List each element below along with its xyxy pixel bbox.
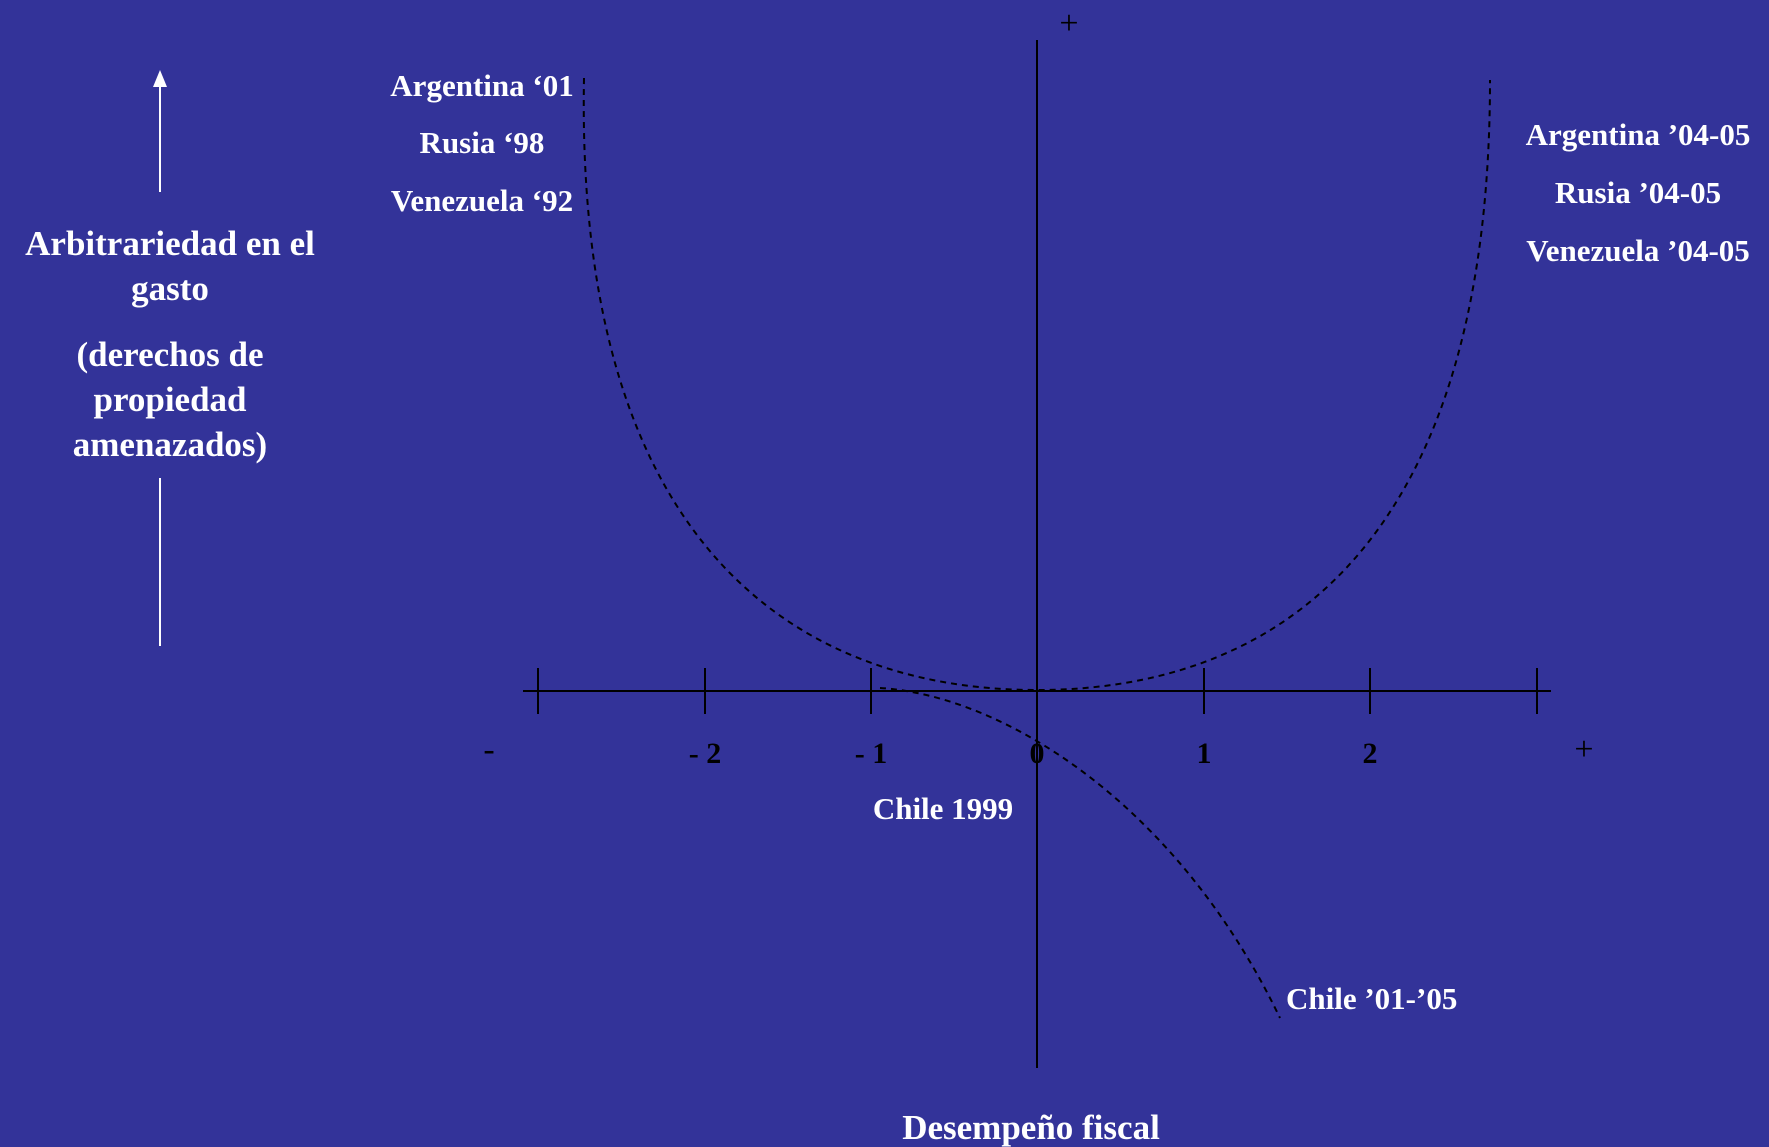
label-argentina-01: Argentina ‘01 — [390, 68, 574, 103]
y-axis-label-line-4: propiedad — [93, 380, 247, 419]
label-chile-1999: Chile 1999 — [872, 791, 1014, 826]
x-axis-plus-sign: + — [1574, 731, 1594, 768]
label-venezuela-04-05: Venezuela ’04-05 — [1526, 233, 1750, 268]
chile-downward-curve — [879, 687, 1281, 1019]
y-axis-plus-sign: + — [1059, 5, 1079, 42]
label-chile-01-05: Chile ’01-’05 — [1286, 981, 1458, 1016]
y-axis-label-line-3: (derechos de — [76, 335, 264, 374]
label-rusia-04-05: Rusia ’04-05 — [1554, 175, 1722, 210]
tick-label-1: 1 — [1196, 737, 1212, 770]
label-rusia-98: Rusia ‘98 — [419, 125, 545, 160]
y-axis-label-line-1: Arbitrariedad en el — [25, 224, 315, 263]
y-axis-label-line-2: gasto — [131, 269, 209, 308]
up-arrow-head — [153, 70, 167, 87]
label-venezuela-92: Venezuela ‘92 — [390, 183, 574, 218]
tick-label-2: 2 — [1362, 737, 1378, 770]
x-axis-label: Desempeño fiscal — [902, 1108, 1160, 1147]
tick-label-minus-2: - 2 — [688, 737, 722, 770]
label-argentina-04-05: Argentina ’04-05 — [1525, 117, 1751, 152]
tick-label-minus-1: - 1 — [854, 737, 888, 770]
x-axis-minus-sign: - — [483, 731, 495, 768]
tick-label-0: 0 — [1029, 737, 1045, 770]
y-axis-label-line-5: amenazados) — [72, 425, 268, 464]
